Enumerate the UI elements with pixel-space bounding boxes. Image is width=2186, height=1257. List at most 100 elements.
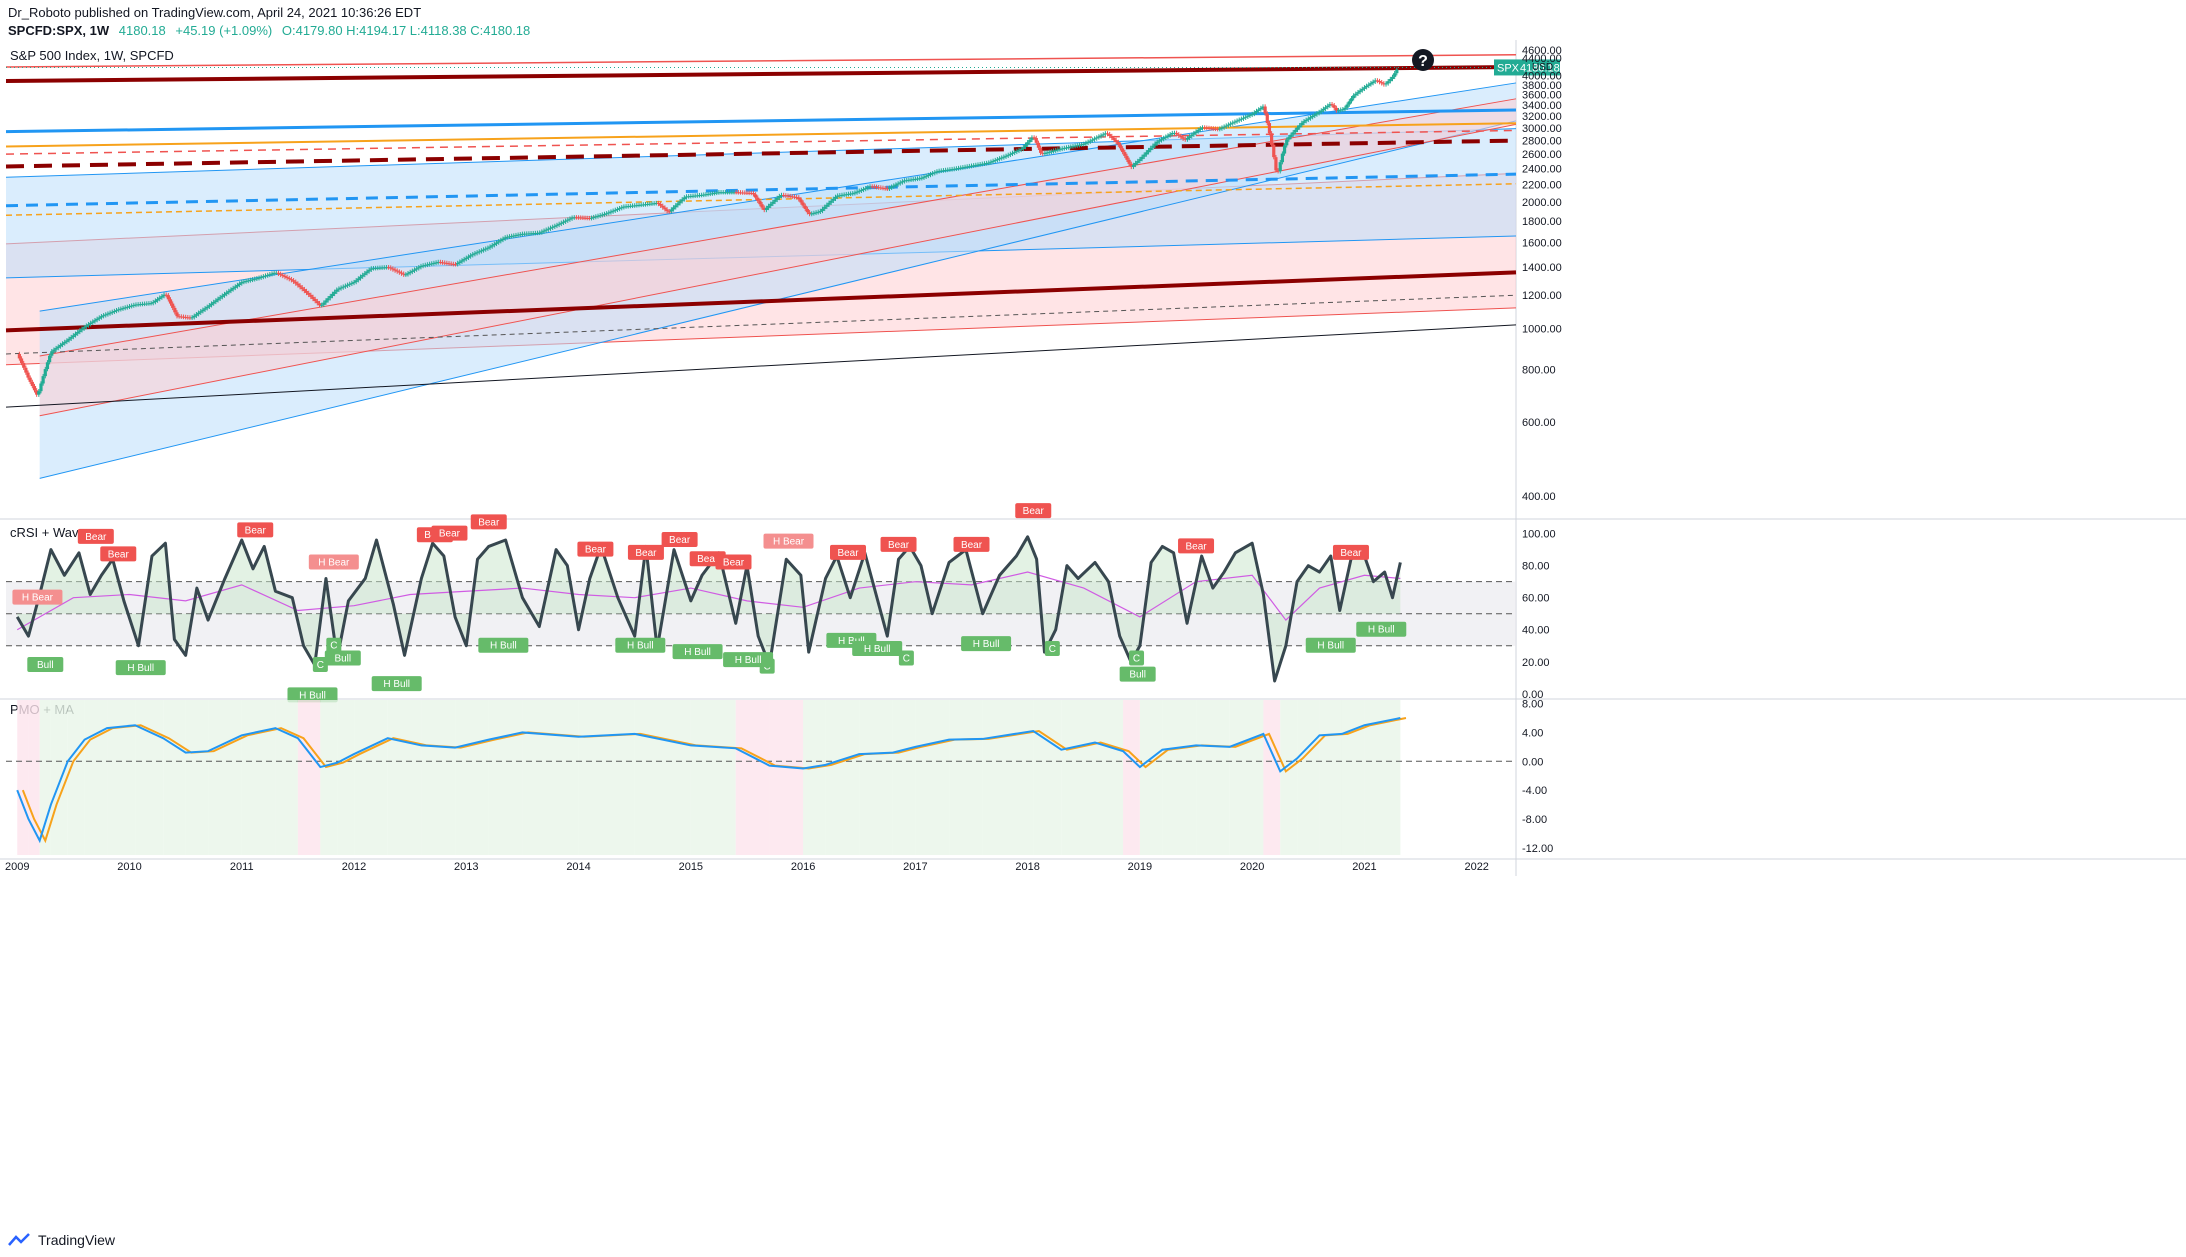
candle-body: [181, 316, 186, 318]
candle-body: [101, 315, 106, 317]
candle-body: [205, 306, 209, 309]
red-steep-channel-bottom: [39, 123, 1517, 417]
candle-body: [466, 256, 471, 258]
candle-body: [933, 172, 937, 174]
candle-body: [1164, 136, 1168, 138]
trendline-darkred-solid-lower: [5, 270, 1517, 333]
trendline-black-solid: [5, 324, 1517, 408]
candle-body: [227, 290, 231, 293]
candle-body: [598, 215, 602, 217]
candle-body: [317, 303, 322, 306]
candle-body: [1289, 134, 1293, 138]
candle-body: [965, 166, 969, 168]
candle-body: [1082, 143, 1086, 145]
candle-body: [39, 383, 43, 392]
crsi-tick-label: 60.00: [1522, 593, 1550, 605]
candle-body: [417, 267, 421, 269]
candle-body: [531, 233, 535, 235]
candle-body: [56, 346, 60, 349]
crsi-signal-text: H Bull: [864, 644, 891, 655]
candle-body: [589, 217, 594, 219]
candle-body: [1334, 107, 1338, 111]
candle-body: [147, 303, 151, 305]
candle-body: [1339, 109, 1343, 111]
candle-body: [648, 203, 652, 205]
candle-body: [1360, 88, 1364, 91]
candle-body: [469, 255, 473, 257]
candle-body: [566, 219, 570, 221]
price-tick-label: 2000.00: [1522, 197, 1562, 209]
candle-body: [82, 327, 86, 329]
candle-body: [1190, 134, 1194, 137]
candle-body: [48, 355, 52, 363]
candle-body: [525, 233, 529, 235]
candle-body: [1021, 147, 1025, 149]
candle-body: [287, 278, 291, 280]
candle-body: [484, 248, 488, 250]
candle-body: [1030, 137, 1034, 140]
pmo-background: [1297, 700, 1320, 855]
candle-body: [289, 279, 294, 281]
candle-body: [512, 235, 516, 237]
candle-body: [1330, 104, 1334, 106]
candle-body: [559, 222, 563, 224]
candle-body: [447, 263, 451, 265]
candle-body: [1146, 150, 1151, 153]
candle-body: [196, 312, 201, 315]
candle-body: [568, 218, 572, 220]
crsi-signal-text: C: [317, 660, 324, 671]
footer-brand: TradingView: [8, 1232, 115, 1248]
x-tick-label: 2018: [1015, 861, 1039, 873]
candle-body: [777, 195, 781, 198]
candle-body: [1377, 81, 1382, 83]
candle-body: [37, 391, 41, 395]
candle-body: [773, 199, 777, 202]
candle-body: [324, 300, 328, 303]
candle-body: [162, 294, 166, 297]
pmo-background: [1162, 700, 1197, 855]
candle-body: [1364, 85, 1369, 88]
price-tick-label: 600.00: [1522, 417, 1556, 429]
candle-body: [1153, 143, 1157, 146]
candle-body: [1321, 108, 1326, 111]
crsi-signal-badge: [77, 528, 114, 544]
candle-body: [231, 287, 235, 290]
candle-body: [732, 192, 736, 194]
tradingview-logo-icon: [8, 1233, 30, 1246]
candle-body: [555, 224, 559, 226]
price-tick-label: 800.00: [1522, 364, 1556, 376]
candle-body: [1250, 113, 1254, 115]
candle-body: [339, 287, 343, 289]
candle-body: [155, 299, 160, 301]
candle-body: [931, 173, 935, 175]
candle-body: [687, 196, 691, 198]
candle-body: [402, 273, 406, 275]
candle-body: [1062, 147, 1066, 149]
candle-body: [1384, 83, 1388, 85]
pmo-tick-label: 4.00: [1522, 727, 1543, 739]
candle-body: [637, 204, 641, 206]
candle-body: [184, 316, 188, 318]
crsi-signal-text: H Bull: [973, 639, 1000, 650]
candle-body: [1291, 132, 1295, 135]
candle-body: [544, 229, 548, 231]
crsi-signal-badge: [115, 660, 166, 676]
candle-body: [1123, 152, 1127, 156]
price-tick-label: 400.00: [1522, 491, 1556, 503]
price-tick-label: 2600.00: [1522, 149, 1562, 161]
candle-body: [343, 285, 347, 287]
candle-body: [656, 203, 661, 205]
candle-body: [1103, 133, 1107, 135]
candle-body: [71, 335, 75, 338]
candle-body: [1056, 149, 1060, 151]
candle-body: [522, 233, 527, 235]
candle-body: [764, 207, 768, 210]
price-tick-label: 3400.00: [1522, 100, 1562, 112]
price-tick-label: 1800.00: [1522, 216, 1562, 228]
crsi-signal-text: Bear: [961, 540, 983, 551]
candle-body: [825, 204, 829, 207]
candle-body: [542, 230, 546, 232]
candle-body: [164, 294, 168, 296]
candle-body: [76, 331, 80, 334]
